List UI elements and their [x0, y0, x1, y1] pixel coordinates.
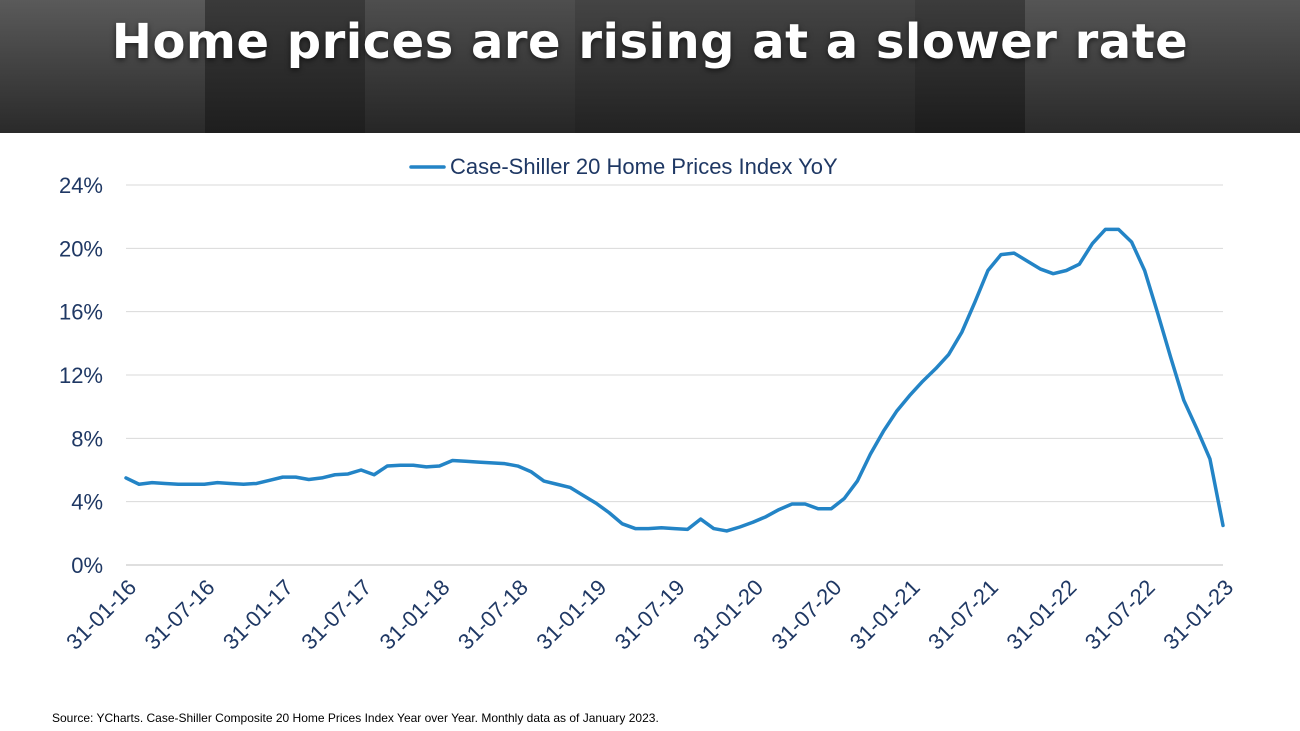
x-tick-label: 31-01-23	[1158, 575, 1238, 655]
y-tick-label: 4%	[71, 490, 103, 515]
series-line	[124, 227, 1225, 533]
y-axis-tick-labels: 0% 4% 8% 12% 16% 20% 24%	[59, 173, 103, 578]
banner-photo	[575, 0, 915, 133]
banner-photo	[0, 0, 205, 133]
x-tick-label: 31-01-20	[688, 575, 768, 655]
banner-photo	[205, 0, 365, 133]
page-title: Home prices are rising at a slower rate	[111, 14, 1189, 70]
x-tick-label: 31-07-16	[140, 575, 220, 655]
x-tick-label: 31-07-17	[296, 575, 376, 655]
x-tick-label: 31-07-18	[453, 575, 533, 655]
x-axis-tick-labels: 31-01-1631-07-1631-01-1731-07-1731-01-18…	[61, 575, 1238, 655]
y-tick-label: 12%	[59, 363, 103, 388]
y-tick-label: 8%	[71, 426, 103, 451]
line-chart: 0%4%8%12%16%20%24% 31-01-1631-07-1631-01…	[59, 154, 1238, 655]
series-layer	[124, 227, 1225, 533]
x-tick-label: 31-01-21	[845, 575, 925, 655]
legend: Case-Shiller 20 Home Prices Index YoY	[409, 154, 838, 179]
banner-photo	[365, 0, 575, 133]
x-tick-label: 31-07-22	[1080, 575, 1160, 655]
header-banner: Home prices are rising at a slower rate	[0, 0, 1300, 133]
banner-photo	[1025, 0, 1300, 133]
source-note: Source: YCharts. Case-Shiller Composite …	[52, 711, 659, 725]
y-tick-label: 16%	[59, 300, 103, 325]
y-tick-label: 0%	[71, 553, 103, 578]
x-tick-label: 31-07-20	[766, 575, 846, 655]
banner-photo	[915, 0, 1025, 133]
y-tick-label: 24%	[59, 173, 103, 198]
y-tick-label: 20%	[59, 236, 103, 261]
x-tick-label: 31-01-18	[375, 575, 455, 655]
x-tick-label: 31-01-22	[1002, 575, 1082, 655]
x-tick-label: 31-07-19	[610, 575, 690, 655]
x-tick-label: 31-01-19	[531, 575, 611, 655]
x-tick-label: 31-01-16	[61, 575, 141, 655]
x-tick-label: 31-01-17	[218, 575, 298, 655]
x-tick-label: 31-07-21	[923, 575, 1003, 655]
legend-label: Case-Shiller 20 Home Prices Index YoY	[450, 154, 838, 179]
grid-lines	[126, 184, 1223, 566]
